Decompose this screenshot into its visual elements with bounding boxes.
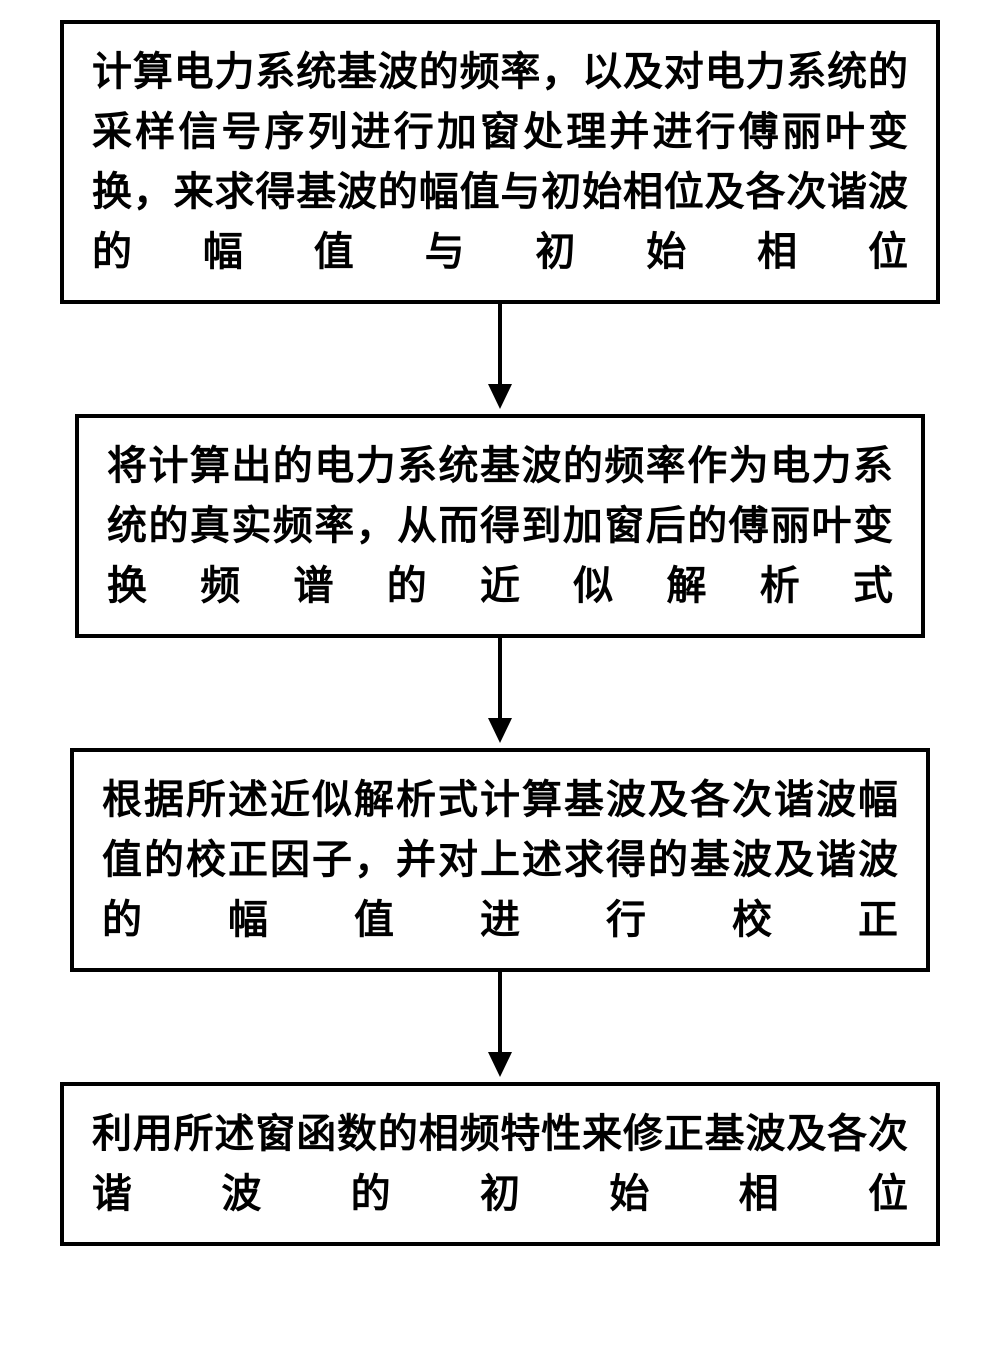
arrow-down-icon bbox=[480, 972, 520, 1082]
flowchart-node-step1: 计算电力系统基波的频率，以及对电力系统的采样信号序列进行加窗处理并进行傅丽叶变换… bbox=[60, 20, 940, 304]
node-text: 根据所述近似解析式计算基波及各次谐波幅值的校正因子，并对上述求得的基波及谐波的幅… bbox=[102, 777, 898, 942]
node-text: 将计算出的电力系统基波的频率作为电力系统的真实频率，从而得到加窗后的傅丽叶变换频… bbox=[107, 443, 893, 608]
arrow-2-to-3 bbox=[50, 638, 950, 748]
arrow-down-icon bbox=[480, 638, 520, 748]
arrow-down-icon bbox=[480, 304, 520, 414]
flowchart-node-step2: 将计算出的电力系统基波的频率作为电力系统的真实频率，从而得到加窗后的傅丽叶变换频… bbox=[75, 414, 925, 638]
arrow-3-to-4 bbox=[50, 972, 950, 1082]
node-text: 计算电力系统基波的频率，以及对电力系统的采样信号序列进行加窗处理并进行傅丽叶变换… bbox=[92, 49, 908, 274]
node-text: 利用所述窗函数的相频特性来修正基波及各次谐波的初始相位 bbox=[92, 1111, 908, 1216]
flowchart-node-step4: 利用所述窗函数的相频特性来修正基波及各次谐波的初始相位 bbox=[60, 1082, 940, 1246]
flowchart-node-step3: 根据所述近似解析式计算基波及各次谐波幅值的校正因子，并对上述求得的基波及谐波的幅… bbox=[70, 748, 930, 972]
arrow-1-to-2 bbox=[50, 304, 950, 414]
flowchart-container: 计算电力系统基波的频率，以及对电力系统的采样信号序列进行加窗处理并进行傅丽叶变换… bbox=[50, 20, 950, 1246]
